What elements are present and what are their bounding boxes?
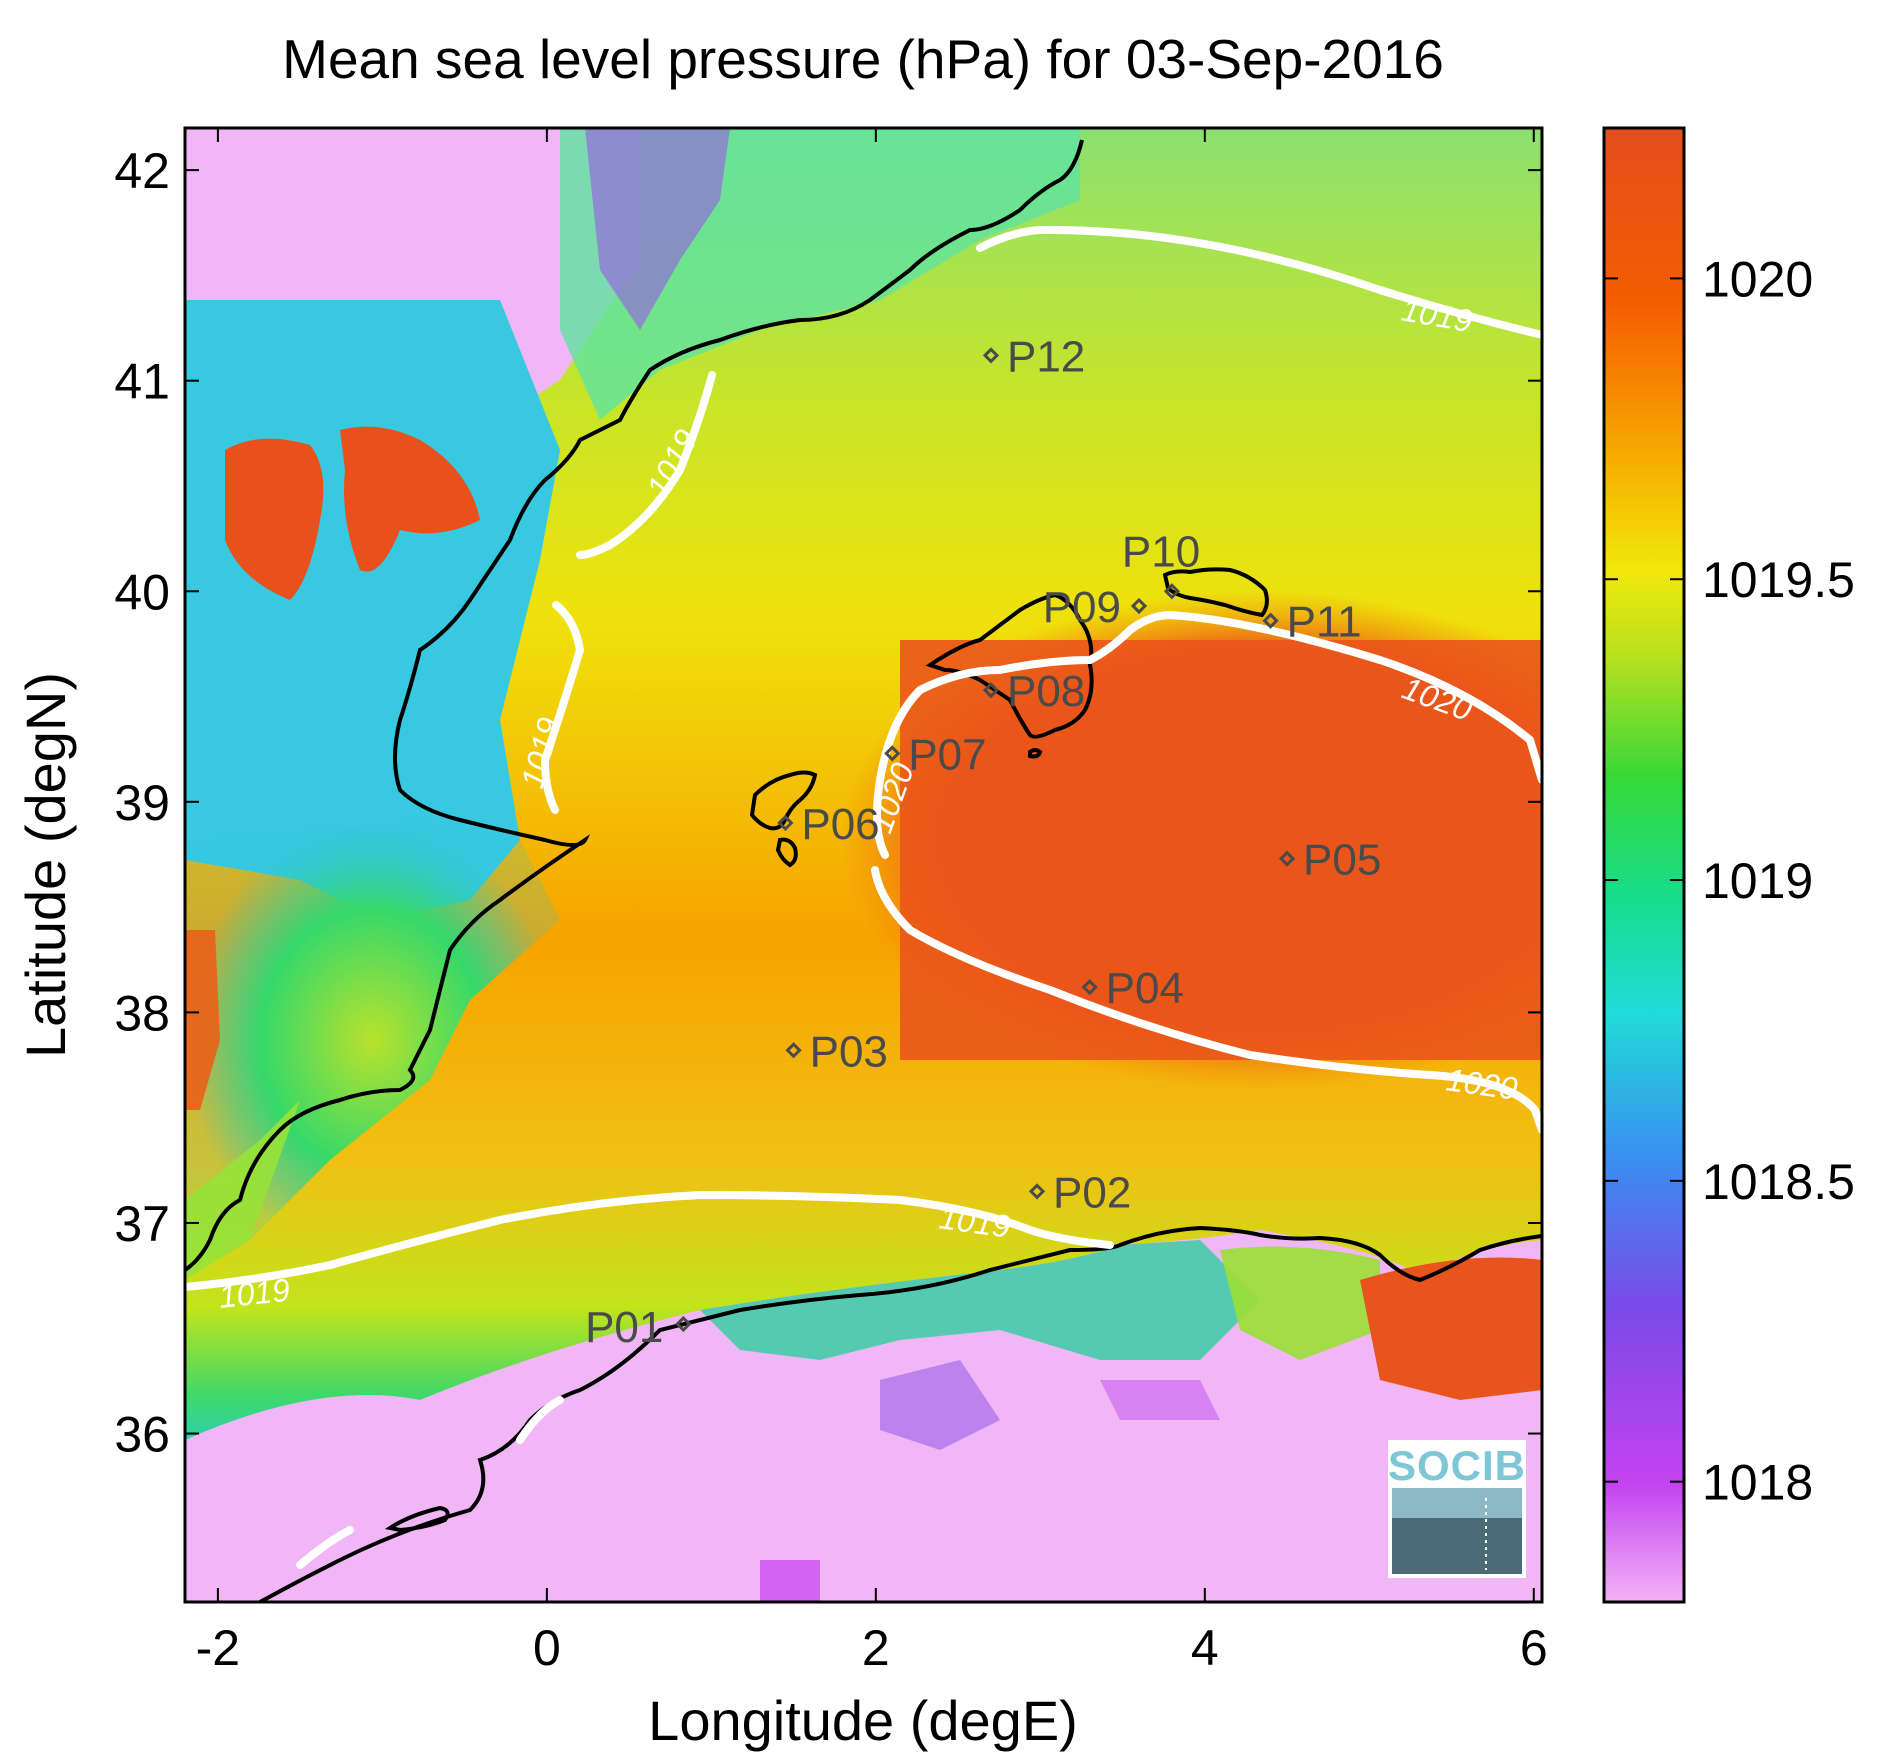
x-tick-label: 0 xyxy=(533,1620,561,1676)
logo-text: SOCIB xyxy=(1388,1442,1526,1489)
station-marker xyxy=(675,1315,692,1333)
colorbar-tick-label: 1018.5 xyxy=(1702,1154,1855,1210)
x-tick-label: -2 xyxy=(196,1620,240,1676)
station-marker xyxy=(982,682,1000,699)
y-tick-label: 42 xyxy=(114,143,170,199)
station-marker xyxy=(1028,1183,1046,1200)
station-marker xyxy=(785,1042,802,1059)
y-tick-label: 40 xyxy=(114,564,170,620)
station-label: P03 xyxy=(810,1027,888,1076)
colorbar-tick-label: 1020 xyxy=(1702,251,1813,307)
station-marker xyxy=(1130,597,1148,615)
y-tick-label: 38 xyxy=(114,985,170,1041)
station-marker xyxy=(884,745,901,762)
plot-frame xyxy=(183,126,1544,1604)
station-label: P04 xyxy=(1106,964,1184,1013)
x-tick-label: 2 xyxy=(862,1620,890,1676)
map-axes: -2 0 2 4 6 36 37 38 39 40 41 42 xyxy=(114,128,1548,1676)
colorbar xyxy=(1602,126,1686,1604)
y-tick-label: 41 xyxy=(114,354,170,410)
station-label: P12 xyxy=(1007,332,1085,381)
colorbar-tick-label: 1019.5 xyxy=(1702,552,1855,608)
station-marker xyxy=(777,814,794,832)
station-label: P08 xyxy=(1007,667,1085,716)
station-marker xyxy=(1163,583,1181,600)
coastlines xyxy=(185,139,1542,1602)
x-tick-label: 4 xyxy=(1191,1620,1219,1676)
colorbar-tick-label: 1018 xyxy=(1702,1455,1813,1511)
y-tick-label: 37 xyxy=(114,1196,170,1252)
station-label: P06 xyxy=(801,800,879,849)
colorbar-ticks: 1018 1018.5 1019 1019.5 1020 xyxy=(1604,251,1855,1511)
y-tick-label: 39 xyxy=(114,775,170,831)
station-label: P01 xyxy=(585,1303,663,1352)
y-axis-title: Latitude (degN) xyxy=(14,672,77,1058)
colorbar-tick-label: 1019 xyxy=(1702,853,1813,909)
station-label: P11 xyxy=(1287,598,1362,647)
station-marker xyxy=(1262,612,1279,629)
station-label: P10 xyxy=(1122,527,1200,576)
contour-label: 1019 xyxy=(217,1272,292,1315)
station-marker xyxy=(982,347,1000,364)
station-label: P09 xyxy=(1043,583,1121,632)
y-tick-label: 36 xyxy=(114,1407,170,1463)
x-axis-title: Longitude (degE) xyxy=(648,1689,1078,1752)
socib-logo: SOCIB xyxy=(1388,1440,1526,1578)
station-label: P07 xyxy=(908,730,986,779)
chart-title: Mean sea level pressure (hPa) for 03-Sep… xyxy=(282,28,1444,90)
isobars xyxy=(185,225,1542,1569)
station-marker xyxy=(1278,850,1296,867)
station-marker xyxy=(1081,979,1098,996)
pressure-field xyxy=(185,128,1542,1602)
station-label: P05 xyxy=(1303,836,1381,885)
x-tick-label: 6 xyxy=(1520,1620,1548,1676)
station-label: P02 xyxy=(1053,1168,1131,1217)
